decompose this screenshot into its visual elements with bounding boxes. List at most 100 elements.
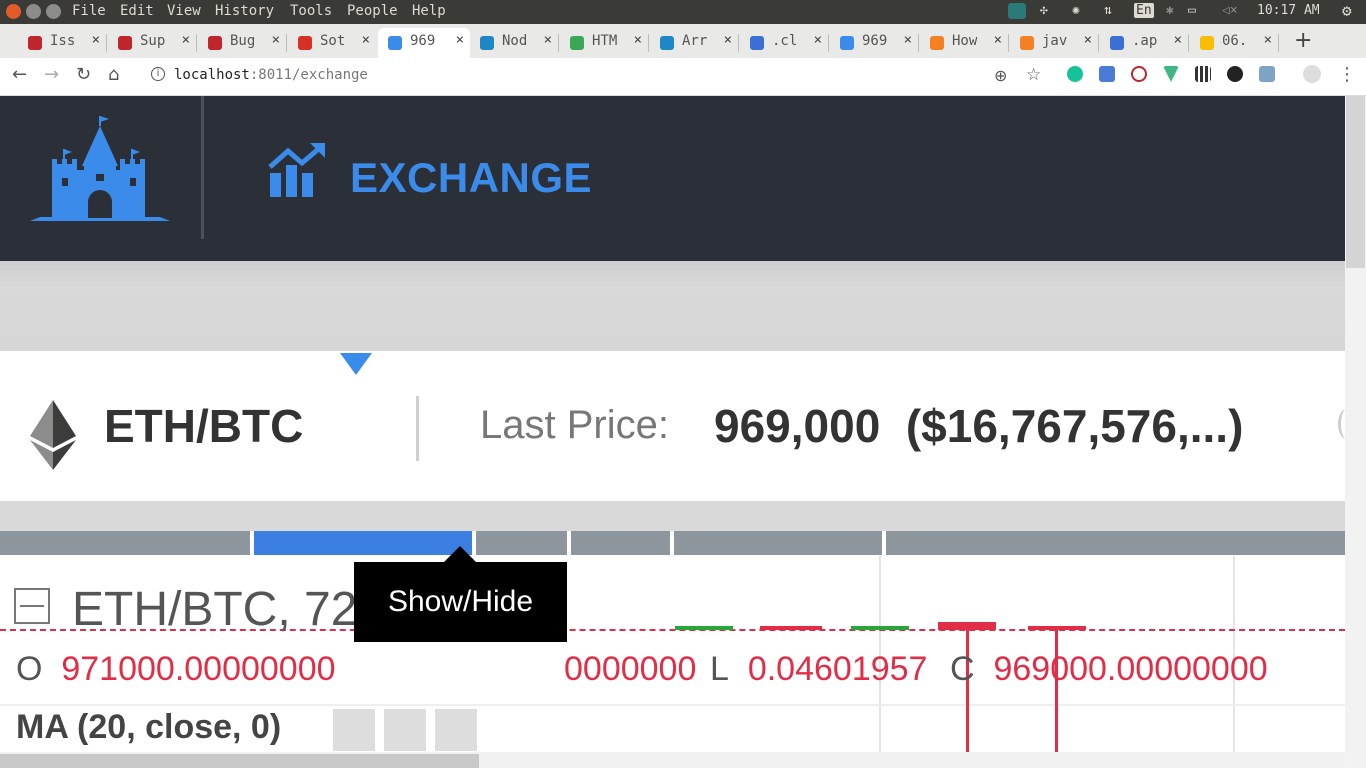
bluetooth-icon[interactable]: ✱ <box>1166 3 1174 18</box>
battery-icon[interactable]: ▭ <box>1188 3 1196 18</box>
chart-tab-2[interactable] <box>254 531 472 555</box>
tab-title: HTM <box>592 33 618 49</box>
browser-tab[interactable]: How × <box>920 28 1008 58</box>
ohlc-open-value: 971000.00000000 <box>61 650 336 688</box>
bookmark-star-icon[interactable]: ☆ <box>1026 65 1042 85</box>
chart-tab-4[interactable] <box>571 531 670 555</box>
close-tab-icon[interactable]: × <box>1173 32 1182 48</box>
close-tab-icon[interactable]: × <box>543 32 552 48</box>
browser-tab[interactable]: HTM × <box>560 28 648 58</box>
clock[interactable]: 10:17 AM <box>1257 3 1320 18</box>
menu-view[interactable]: View <box>167 3 201 19</box>
zoom-icon[interactable]: ⊕ <box>994 66 1008 85</box>
browser-tab[interactable]: Nod × <box>470 28 558 58</box>
caret-down-icon[interactable] <box>340 351 372 375</box>
price-chart[interactable]: ETH/BTC, 720 ⚙ O 971000.00000000 0000000… <box>0 556 1345 768</box>
forward-icon[interactable]: → <box>44 64 60 85</box>
chart-tab-3[interactable] <box>476 531 567 555</box>
github-icon[interactable] <box>1227 66 1243 82</box>
ma-eye-icon[interactable] <box>333 709 375 751</box>
browser-tab[interactable]: Sup × <box>108 28 196 58</box>
close-tab-icon[interactable]: × <box>723 32 732 48</box>
pair-selector-label[interactable]: ETH/BTC <box>104 400 304 452</box>
close-tab-icon[interactable]: × <box>1083 32 1092 48</box>
chart-tab-1[interactable] <box>0 531 250 555</box>
back-icon[interactable]: ← <box>12 64 28 85</box>
exchange-page: EXCHANGE ETH/BTC Last Price: 969,000 ($1… <box>0 96 1345 768</box>
chart-tab-5[interactable] <box>674 531 882 555</box>
grammarly-icon[interactable] <box>1067 66 1083 82</box>
close-tab-icon[interactable]: × <box>813 32 822 48</box>
browser-tab[interactable]: Bug × <box>198 28 286 58</box>
tab-title: 969 <box>862 33 888 49</box>
close-tab-icon[interactable]: × <box>181 32 190 48</box>
horizontal-scroll-thumb[interactable] <box>0 754 479 768</box>
kebab-menu-icon[interactable]: ⋮ <box>1338 64 1356 85</box>
castle-logo-icon[interactable] <box>30 116 170 222</box>
close-tab-icon[interactable]: × <box>455 32 464 48</box>
collapse-legend-icon[interactable] <box>14 588 50 624</box>
show-hide-tooltip: Show/Hide <box>354 546 567 642</box>
ma-remove-icon[interactable] <box>435 709 477 751</box>
ohlc-high: 0000000 <box>564 650 696 689</box>
close-tab-icon[interactable]: × <box>633 32 642 48</box>
browser-tab[interactable]: 969 × <box>830 28 918 58</box>
home-icon[interactable]: ⌂ <box>108 64 120 85</box>
sync-icon[interactable]: ✺ <box>1072 3 1080 18</box>
browser-tab[interactable]: Iss × <box>18 28 106 58</box>
browser-tab[interactable]: 969 × <box>378 28 470 58</box>
browser-tab[interactable]: .ap × <box>1100 28 1188 58</box>
address-bar[interactable]: localhost:8011/exchange <box>174 67 368 83</box>
menu-tools[interactable]: Tools <box>290 3 333 19</box>
info-icon[interactable]: i <box>151 67 165 81</box>
close-tab-icon[interactable]: × <box>271 32 280 48</box>
browser-tab[interactable]: Arr × <box>650 28 738 58</box>
browser-tab[interactable]: jav × <box>1010 28 1098 58</box>
app-indicator-icon[interactable] <box>1008 3 1026 19</box>
network-icon[interactable]: ⇅ <box>1104 3 1112 18</box>
close-tab-icon[interactable]: × <box>1263 32 1272 48</box>
menu-people[interactable]: People <box>347 3 398 19</box>
reload-icon[interactable]: ↻ <box>76 64 92 85</box>
horizontal-scrollbar[interactable] <box>0 752 1345 768</box>
ohlc-low: L 0.04601957 <box>710 650 927 689</box>
slack-icon[interactable]: ✣ <box>1040 3 1048 18</box>
pair-info-bar: ETH/BTC Last Price: 969,000 ($16,767,576… <box>0 351 1345 501</box>
qr-code-icon[interactable] <box>1195 66 1211 82</box>
gear-icon[interactable]: ⚙ <box>1342 1 1352 20</box>
tab-separator <box>648 34 649 52</box>
close-tab-icon[interactable]: × <box>903 32 912 48</box>
vertical-scroll-thumb[interactable] <box>1346 96 1365 268</box>
extension-tool-icon[interactable] <box>1259 66 1275 82</box>
translate-icon[interactable] <box>1099 66 1115 82</box>
menu-history[interactable]: History <box>215 3 275 19</box>
profile-avatar[interactable] <box>1303 65 1321 83</box>
keyboard-lang-indicator[interactable]: En <box>1134 3 1154 18</box>
maximize-window-icon[interactable] <box>46 4 61 19</box>
chart-tab-6[interactable] <box>886 531 1345 555</box>
tab-title: .ap <box>1132 33 1158 49</box>
os-menubar: File Edit View History Tools People Help… <box>0 0 1366 24</box>
vertical-scrollbar[interactable] <box>1345 96 1366 768</box>
browser-tab[interactable]: .cl × <box>740 28 828 58</box>
close-tab-icon[interactable]: × <box>361 32 370 48</box>
close-window-icon[interactable] <box>6 4 21 19</box>
menu-edit[interactable]: Edit <box>120 3 154 19</box>
menu-help[interactable]: Help <box>412 3 446 19</box>
close-tab-icon[interactable]: × <box>993 32 1002 48</box>
vue-devtools-icon[interactable] <box>1163 66 1179 82</box>
stackoverflow-icon <box>1020 36 1034 50</box>
blocker-icon[interactable] <box>1131 66 1147 82</box>
minimize-window-icon[interactable] <box>26 4 41 19</box>
close-tab-icon[interactable]: × <box>91 32 100 48</box>
ma-settings-icon[interactable] <box>384 709 426 751</box>
tab-title: Arr <box>682 33 708 49</box>
tab-title: 06. <box>1222 33 1248 49</box>
new-tab-button[interactable]: + <box>1294 28 1313 53</box>
last-price-line <box>0 629 1345 631</box>
browser-toolbar: ← → ↻ ⌂ i localhost:8011/exchange ⊕ ☆ ⋮ <box>0 58 1366 96</box>
browser-tab[interactable]: Sot × <box>288 28 376 58</box>
volume-icon[interactable]: ◁× <box>1222 3 1238 18</box>
menu-file[interactable]: File <box>72 3 106 19</box>
browser-tab[interactable]: 06. × <box>1190 28 1278 58</box>
